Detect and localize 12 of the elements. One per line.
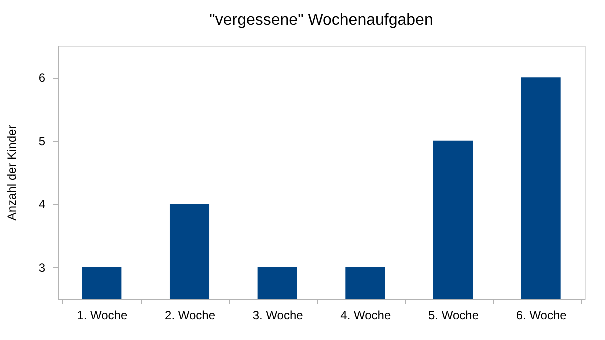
x-tick-label: 2. Woche (165, 308, 216, 322)
y-tick-label: 5 (38, 134, 46, 148)
y-axis-title: Anzahl der Kinder (4, 125, 19, 221)
x-tick-label: 3. Woche (252, 308, 304, 322)
y-tick-label: 6 (38, 71, 46, 86)
x-tick-label: 5. Woche (428, 308, 480, 322)
x-tick-label: 4. Woche (340, 308, 392, 322)
x-tick-label: 6. Woche (516, 308, 568, 322)
y-tick-label: 3 (38, 260, 46, 275)
y-tick-label: 4 (38, 198, 46, 212)
x-tick-label: 1. Woche (77, 308, 128, 322)
chart-title: "vergessene" Wochenaufgaben (210, 12, 434, 29)
